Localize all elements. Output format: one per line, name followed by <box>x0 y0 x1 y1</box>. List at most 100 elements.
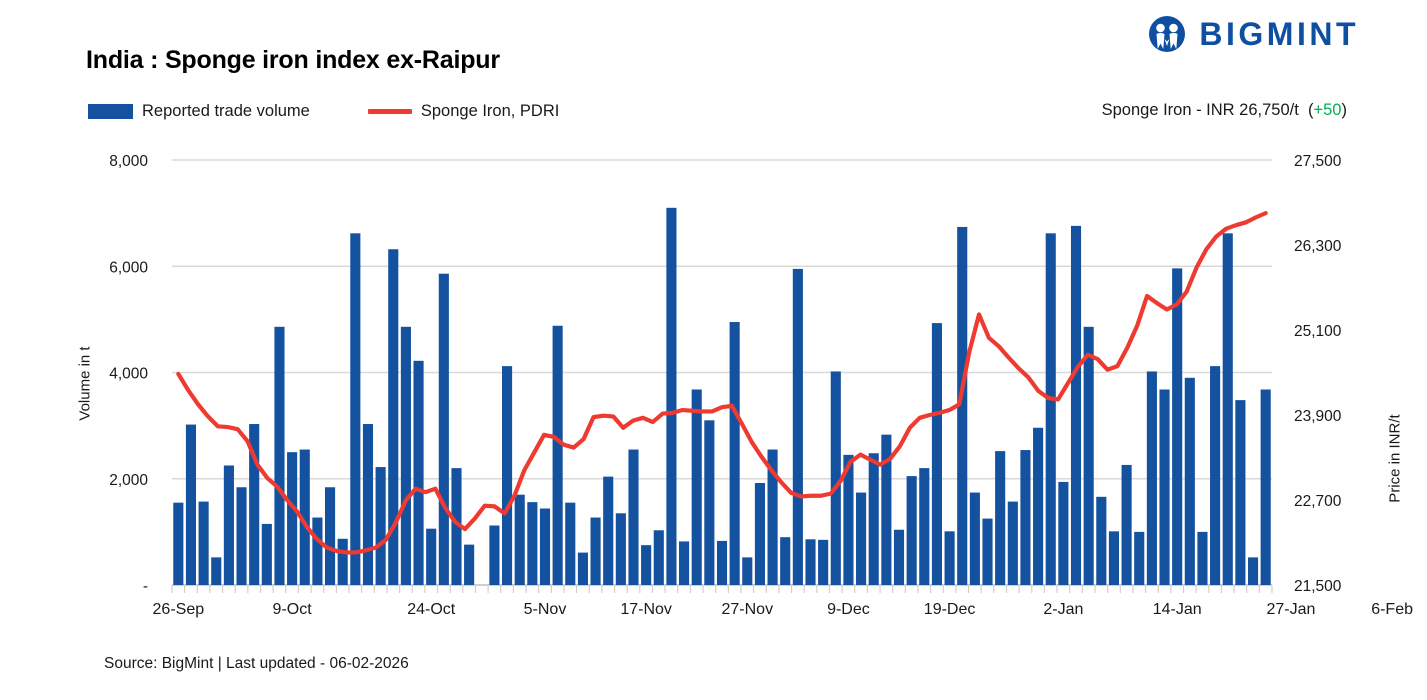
bar[interactable] <box>628 449 639 585</box>
bar[interactable] <box>451 468 462 585</box>
bar[interactable] <box>185 424 197 585</box>
bar[interactable] <box>1197 531 1208 585</box>
bar[interactable] <box>1058 481 1069 585</box>
bar[interactable] <box>1146 371 1157 585</box>
bar[interactable] <box>1134 531 1145 585</box>
bar[interactable] <box>1247 557 1259 585</box>
bar[interactable] <box>742 557 753 585</box>
bar[interactable] <box>502 366 513 585</box>
bar[interactable] <box>856 492 867 585</box>
bar[interactable] <box>198 501 209 585</box>
bar[interactable] <box>1235 400 1246 585</box>
bar[interactable] <box>211 557 222 585</box>
bar[interactable] <box>1184 377 1195 585</box>
bar[interactable] <box>995 451 1006 585</box>
bar[interactable] <box>919 468 930 585</box>
bar[interactable] <box>565 502 576 585</box>
bar[interactable] <box>287 452 298 585</box>
bar[interactable] <box>577 552 588 585</box>
bar[interactable] <box>868 453 879 585</box>
bar[interactable] <box>1121 464 1132 585</box>
bar[interactable] <box>1083 326 1094 585</box>
bar[interactable] <box>337 538 348 585</box>
bar[interactable] <box>679 541 690 585</box>
bigmint-logo: BIGMINT <box>1145 12 1359 56</box>
legend-item-volume[interactable]: Reported trade volume <box>88 102 310 121</box>
bar[interactable] <box>426 528 437 585</box>
bar[interactable] <box>464 544 475 585</box>
bar[interactable] <box>438 273 449 585</box>
bar[interactable] <box>780 537 791 585</box>
bar[interactable] <box>1222 233 1233 585</box>
price-line-series[interactable] <box>176 211 1268 555</box>
legend-line-swatch-icon <box>367 109 412 114</box>
bar[interactable] <box>400 326 411 585</box>
bar[interactable] <box>982 518 993 585</box>
bar[interactable] <box>792 268 803 585</box>
bar[interactable] <box>1020 450 1031 585</box>
bar[interactable] <box>944 531 955 585</box>
bar[interactable] <box>274 326 285 585</box>
y-axis-tick-label: 2,000 <box>109 472 148 489</box>
bar[interactable] <box>1159 389 1170 586</box>
bar[interactable] <box>1210 366 1221 585</box>
bar[interactable] <box>1045 233 1056 585</box>
bar[interactable] <box>261 523 272 585</box>
bar[interactable] <box>1172 268 1183 585</box>
bar[interactable] <box>375 467 386 585</box>
x-axis-tick-label: 9-Oct <box>273 601 313 618</box>
bar[interactable] <box>552 325 563 585</box>
bar[interactable] <box>641 545 652 585</box>
bar[interactable] <box>603 476 614 585</box>
bar[interactable] <box>893 529 905 585</box>
x-axis-tick-label: 6-Feb <box>1371 601 1413 618</box>
bar[interactable] <box>805 539 816 585</box>
bar[interactable] <box>843 454 854 585</box>
bar[interactable] <box>666 207 677 585</box>
bar[interactable] <box>514 494 525 585</box>
x-axis-tick-label: 27-Nov <box>721 601 773 618</box>
bar[interactable] <box>729 322 740 585</box>
bar[interactable] <box>1260 389 1271 586</box>
bar[interactable] <box>413 360 424 585</box>
legend-item-price[interactable]: Sponge Iron, PDRI <box>367 102 559 121</box>
bar[interactable] <box>704 420 715 585</box>
bar[interactable] <box>590 517 601 585</box>
bar[interactable] <box>249 424 260 585</box>
bar[interactable] <box>767 449 778 585</box>
bar[interactable] <box>830 371 841 585</box>
bar[interactable] <box>362 424 374 585</box>
page-title: India : Sponge iron index ex-Raipur <box>86 46 500 74</box>
bar[interactable] <box>350 233 361 585</box>
bar[interactable] <box>1108 531 1120 585</box>
bar[interactable] <box>388 249 399 585</box>
bar[interactable] <box>1033 427 1044 585</box>
x-axis-tick-label: 24-Oct <box>407 601 456 618</box>
bar[interactable] <box>1096 496 1107 585</box>
bar[interactable] <box>539 508 551 586</box>
bar[interactable] <box>653 530 664 585</box>
bar[interactable] <box>969 492 980 585</box>
bar[interactable] <box>906 476 917 585</box>
bar[interactable] <box>489 525 500 586</box>
bar[interactable] <box>881 434 892 585</box>
x-axis-tick-label: 19-Dec <box>924 601 976 618</box>
bar[interactable] <box>754 483 765 585</box>
bar[interactable] <box>931 323 942 585</box>
bar[interactable] <box>1070 225 1082 585</box>
bar[interactable] <box>1007 501 1018 585</box>
bar[interactable] <box>324 487 336 585</box>
bar[interactable] <box>818 539 829 585</box>
bar[interactable] <box>173 502 184 585</box>
bar[interactable] <box>691 389 702 586</box>
bigmint-circle-logo-icon <box>1149 16 1186 52</box>
bar[interactable] <box>312 517 323 585</box>
bar[interactable] <box>716 540 728 585</box>
bar[interactable] <box>615 513 626 585</box>
bar[interactable] <box>236 487 247 585</box>
bar[interactable] <box>527 502 538 585</box>
bar[interactable] <box>223 465 234 585</box>
bar[interactable] <box>957 226 968 585</box>
bar[interactable] <box>299 449 310 585</box>
